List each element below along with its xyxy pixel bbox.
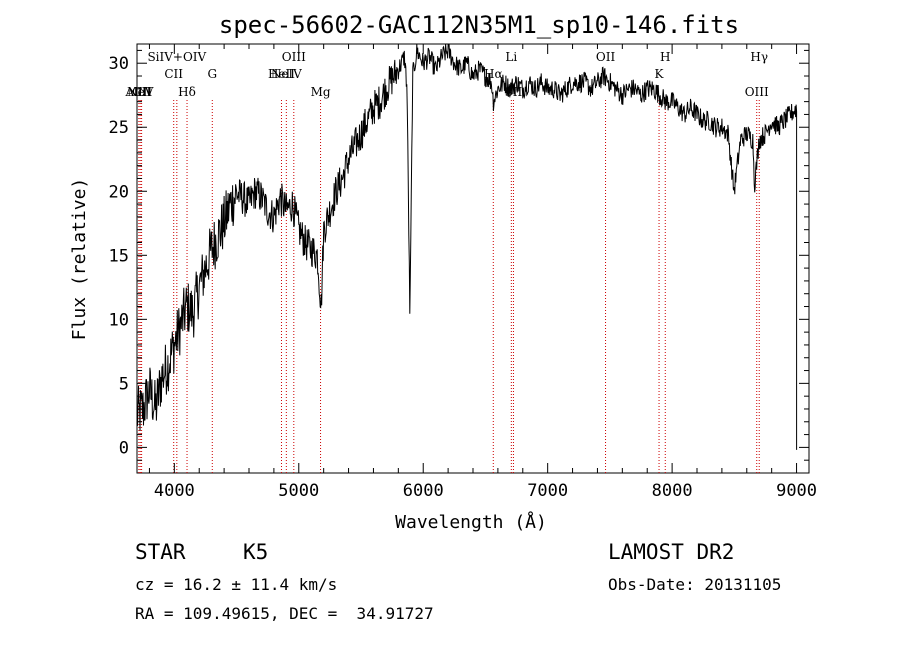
x-tick-label: 9000: [776, 481, 817, 501]
line-marker-label: OII: [132, 85, 152, 99]
x-tick-label: 5000: [278, 481, 319, 501]
line-marker-label: G: [207, 67, 217, 81]
line-marker-label: H: [660, 50, 670, 64]
line-marker-label: K: [655, 67, 665, 81]
line-marker-label: Hγ: [750, 50, 768, 64]
observation-date: Obs-Date: 20131105: [608, 575, 782, 594]
x-tick-label: 4000: [154, 481, 195, 501]
line-marker-label: SiIV+OIV: [147, 50, 206, 64]
y-tick-label: 10: [109, 310, 129, 330]
line-marker-label: HeII: [268, 67, 295, 81]
object-subclass: K5: [243, 540, 269, 564]
y-tick-label: 15: [109, 246, 129, 266]
y-tick-label: 20: [109, 182, 129, 202]
line-marker-label: Hδ: [178, 85, 196, 99]
y-tick-label: 25: [109, 118, 129, 138]
spectrum-curve: [136, 43, 798, 450]
ra-dec: RA = 109.49615, DEC = 34.91727: [135, 604, 434, 623]
line-marker-label: NeV: [127, 85, 154, 99]
line-marker-label: Li: [505, 50, 517, 64]
object-class: STAR: [135, 540, 186, 564]
survey-name: LAMOST DR2: [608, 540, 735, 564]
line-marker-label: Mg: [311, 85, 331, 99]
line-marker-label: OIII: [745, 85, 769, 99]
line-marker-label: CII: [164, 67, 183, 81]
y-tick-label: 5: [119, 374, 129, 394]
y-tick-label: 30: [109, 54, 129, 74]
x-tick-label: 7000: [527, 481, 568, 501]
line-marker-label: OII: [596, 50, 616, 64]
y-tick-label: 0: [119, 438, 129, 458]
axis-ticks: 4000 5000 6000 7000 8000 9000 0 5 10 15 20 25 30: [109, 44, 817, 501]
line-marker-label: AlIII: [124, 85, 152, 99]
x-tick-label: 6000: [403, 481, 444, 501]
plot-frame: [136, 43, 810, 474]
x-tick-label: 8000: [652, 481, 693, 501]
redshift-cz: cz = 16.2 ± 11.4 km/s: [135, 575, 338, 594]
x-axis-label: Wavelength (Å): [395, 511, 547, 533]
y-axis-label: Flux (relative): [69, 178, 90, 341]
line-marker-label: OIII: [282, 50, 306, 64]
chart-title: spec-56602-GAC112N35M1_sp10-146.fits: [219, 11, 739, 39]
line-marker-label: NeIV: [271, 67, 302, 81]
spectral-line-markers: AlIIINeVOIISiIV+OIVCIIHδGOIIIHeIINeIVMgL…: [124, 50, 769, 473]
